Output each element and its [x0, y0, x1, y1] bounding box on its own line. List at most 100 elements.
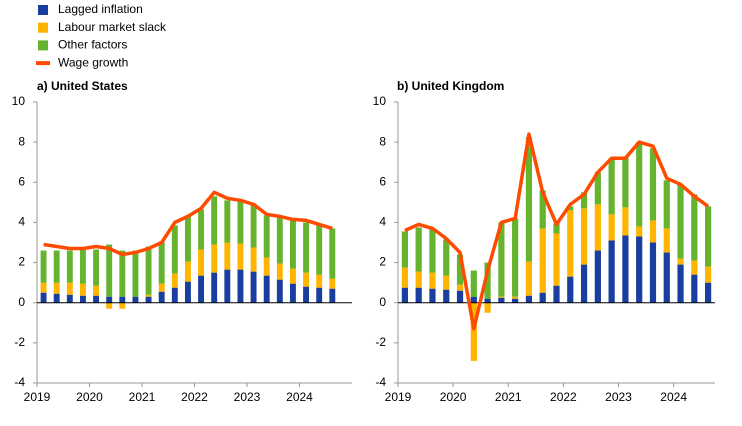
bar-segment [677, 184, 684, 259]
x-tick-label: 2021 [495, 390, 522, 404]
bar-segment [40, 292, 47, 303]
bar-segment [263, 275, 270, 303]
bar-segment [184, 261, 191, 282]
bar-segment [211, 244, 218, 273]
bar-segment [539, 190, 546, 229]
x-tick-label: 2023 [605, 390, 632, 404]
bar-segment [608, 240, 615, 303]
x-tick-label: 2021 [129, 390, 156, 404]
bar-segment [40, 250, 47, 283]
bar-segment [553, 285, 560, 303]
bar-segment [184, 281, 191, 303]
x-tick-label: 2022 [181, 390, 208, 404]
bar-segment [53, 282, 60, 294]
bar-segment [93, 249, 100, 286]
bar-segment [663, 180, 670, 229]
bar-segment [539, 228, 546, 293]
bar-segment [316, 287, 323, 303]
bar-segment [498, 296, 505, 298]
bar-segment [691, 274, 698, 303]
bar-segment [415, 287, 422, 303]
y-tick-label: 2 [379, 255, 386, 269]
bar-segment [53, 293, 60, 303]
bar-segment [79, 283, 86, 296]
bar-segment [237, 243, 244, 270]
bar-segment [119, 296, 126, 303]
bar-segment [663, 228, 670, 253]
bar-segment [429, 288, 436, 303]
bar-segment [429, 272, 436, 289]
bar-segment [303, 222, 310, 273]
bar-segment [512, 218, 519, 297]
bar-segment [119, 302, 126, 309]
bar-segment [289, 220, 296, 269]
x-tick-label: 2019 [24, 390, 51, 404]
bar-segment [263, 257, 270, 276]
y-tick-label: -4 [375, 375, 386, 389]
bar-segment [429, 228, 436, 273]
bar-segment [263, 215, 270, 258]
bar-segment [677, 258, 684, 265]
bar-segment [303, 272, 310, 287]
bar-segment [567, 210, 574, 277]
bar-segment [456, 290, 464, 303]
bar-segment [40, 282, 47, 293]
y-tick-label: 8 [379, 134, 386, 148]
bar-segment [316, 274, 323, 288]
bar-segment [705, 266, 712, 283]
bar-segment [539, 292, 546, 303]
bar-segment [198, 209, 205, 250]
y-tick-label: 2 [18, 255, 25, 269]
bar-segment [79, 249, 86, 284]
legend-label: Lagged inflation [58, 2, 143, 16]
bar-segment [171, 225, 178, 274]
bar-segment [158, 241, 165, 284]
bar-segment [198, 275, 205, 303]
x-tick-label: 2019 [385, 390, 412, 404]
bar-segment [415, 271, 422, 288]
bar-segment [303, 286, 310, 303]
bar-segment [106, 302, 113, 309]
bar-segment [636, 142, 643, 227]
bar-segment [553, 233, 560, 286]
bar-segment [443, 239, 450, 276]
bar-segment [608, 214, 615, 241]
bar-segment [224, 242, 231, 270]
legend-swatch [38, 22, 48, 33]
bar-segment [470, 270, 477, 297]
bar-segment [276, 263, 283, 280]
bar-segment [93, 295, 100, 303]
bar-segment [401, 231, 408, 268]
bar-segment [677, 264, 684, 303]
bar-segment [649, 148, 657, 221]
legend-label: Wage growth [58, 55, 128, 69]
bar-segment [171, 287, 178, 303]
legend-label: Other factors [58, 38, 127, 52]
bar-segment [93, 285, 100, 296]
bar-segment [276, 215, 283, 264]
x-tick-label: 2023 [234, 390, 261, 404]
bar-segment [158, 291, 165, 303]
bar-segment [316, 224, 323, 275]
bar-segment [622, 207, 629, 236]
bar-segment [456, 254, 464, 285]
y-tick-label: 6 [379, 174, 386, 188]
y-tick-label: 4 [18, 215, 25, 229]
y-tick-label: 10 [12, 94, 26, 108]
bar-segment [79, 295, 86, 303]
bar-segment [580, 264, 588, 303]
bar-segment [443, 289, 450, 303]
bar-segment [705, 206, 712, 267]
bar-segment [649, 242, 657, 303]
bar-segment [484, 262, 491, 299]
bar-segment [66, 250, 73, 283]
bar-segment [580, 208, 588, 265]
bar-segment [158, 283, 165, 292]
y-tick-label: 0 [18, 295, 25, 309]
bar-segment [553, 223, 560, 234]
y-tick-label: 0 [379, 295, 386, 309]
bar-segment [567, 276, 574, 303]
bar-segment [663, 252, 670, 303]
panel-title: a) United States [37, 79, 128, 93]
